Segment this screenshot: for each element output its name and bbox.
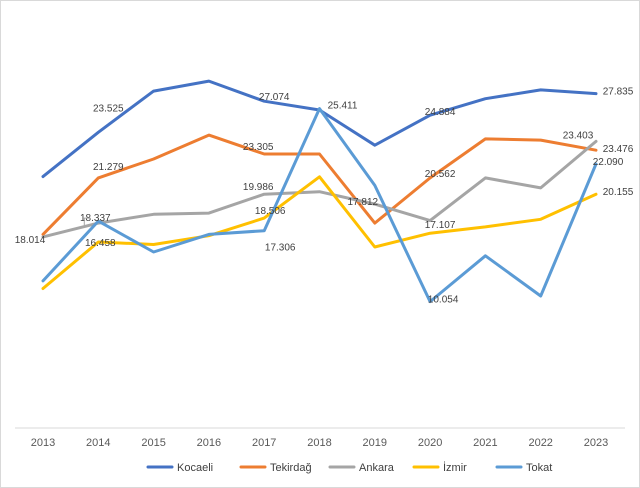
x-axis-ticks: 2013 2014 2015 2016 2017 2018 2019 2020 2021 2022… bbox=[31, 437, 608, 449]
x-tick-label: 2023 bbox=[584, 437, 608, 449]
x-tick-label: 2021 bbox=[473, 437, 497, 449]
data-label: 17.107 bbox=[425, 220, 456, 231]
data-label: 20.562 bbox=[425, 169, 456, 180]
x-tick-label: 2013 bbox=[31, 437, 55, 449]
x-tick-label: 2014 bbox=[86, 437, 110, 449]
series-line-Tekirdağ bbox=[41, 133, 598, 236]
data-label: 18.337 bbox=[80, 213, 111, 224]
data-label: 24.884 bbox=[425, 107, 456, 118]
data-label: 21.279 bbox=[93, 162, 124, 173]
series-line-Ankara bbox=[41, 139, 598, 239]
legend-label: Kocaeli bbox=[177, 462, 213, 474]
x-tick-label: 2020 bbox=[418, 437, 442, 449]
legend-label: İzmir bbox=[443, 461, 467, 474]
series-line-İzmir bbox=[41, 175, 598, 290]
data-label: 23.403 bbox=[563, 130, 594, 141]
x-tick-label: 2015 bbox=[141, 437, 165, 449]
data-label: 23.476 bbox=[603, 144, 634, 155]
x-tick-label: 2016 bbox=[197, 437, 221, 449]
data-label: 18.506 bbox=[255, 206, 286, 217]
data-label: 27.074 bbox=[259, 92, 290, 103]
data-label: 20.155 bbox=[603, 187, 634, 198]
x-tick-label: 2019 bbox=[363, 437, 387, 449]
legend-label: Ankara bbox=[359, 462, 395, 474]
series-line-Kocaeli bbox=[41, 79, 598, 179]
data-label: 16.458 bbox=[85, 238, 116, 249]
series-line-Tokat bbox=[41, 107, 598, 304]
data-label: 10.054 bbox=[428, 295, 459, 306]
data-label: 19.986 bbox=[243, 182, 274, 193]
legend: Kocaeli Tekirdağ Ankara İzmir Tokat bbox=[146, 461, 552, 474]
x-tick-label: 2017 bbox=[252, 437, 276, 449]
series-lines bbox=[41, 79, 598, 304]
data-label: 23.525 bbox=[93, 103, 124, 114]
leader-line bbox=[83, 217, 91, 226]
legend-label: Tokat bbox=[526, 462, 552, 474]
data-label: 22.090 bbox=[593, 157, 624, 168]
data-label: 17.812 bbox=[348, 197, 379, 208]
x-tick-label: 2018 bbox=[307, 437, 331, 449]
data-label: 17.306 bbox=[265, 243, 296, 254]
data-label: 27.835 bbox=[603, 87, 634, 98]
data-labels: 23.525 27.074 24.884 27.835 21.279 23.305 20.5… bbox=[15, 87, 634, 306]
x-tick-label: 2022 bbox=[528, 437, 552, 449]
legend-label: Tekirdağ bbox=[270, 462, 312, 474]
data-label: 25.411 bbox=[328, 101, 358, 112]
data-label: 18.014 bbox=[15, 235, 46, 246]
data-label: 23.305 bbox=[243, 142, 274, 153]
